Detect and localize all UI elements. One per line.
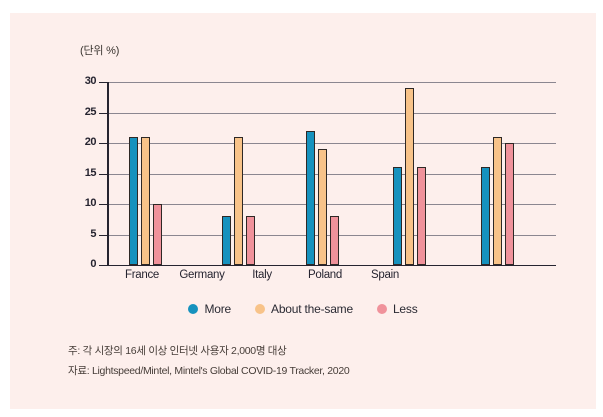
y-tick-label-15: 15 <box>84 166 97 179</box>
bar-less-spain <box>504 143 514 265</box>
category-label-germany: Germany <box>179 269 225 281</box>
legend-dot-less <box>376 304 387 314</box>
bar-about-the-same-italy <box>317 149 327 265</box>
y-tick-25 <box>99 112 107 114</box>
unit-label: (단위 %) <box>80 45 120 57</box>
gridline-10 <box>108 204 556 205</box>
bar-about-the-same-france <box>140 136 150 265</box>
footer-note: 주: 각 시장의 16세 이상 인터넷 사용자 2,000명 대상 <box>68 345 287 357</box>
bar-more-italy <box>305 130 315 265</box>
legend-label-about-the-same: About the-same <box>271 302 353 316</box>
y-tick-label-5: 5 <box>90 227 96 240</box>
bar-more-france <box>128 136 138 265</box>
bar-less-poland <box>416 167 426 265</box>
legend-label-less: Less <box>392 302 418 316</box>
bar-less-italy <box>329 216 339 265</box>
y-axis-line <box>107 82 109 265</box>
y-tick-label-25: 25 <box>84 105 97 118</box>
category-label-italy: Italy <box>252 269 272 281</box>
legend-label-more: More <box>204 302 232 316</box>
gridline-30 <box>108 82 556 83</box>
legend-dot-about-the-same <box>255 304 266 314</box>
legend-dot-more <box>188 304 199 314</box>
gridline-15 <box>108 173 556 175</box>
bar-more-poland <box>392 167 402 265</box>
bar-about-the-same-germany <box>233 136 243 265</box>
y-tick-30 <box>99 82 107 83</box>
category-label-spain: Spain <box>371 269 399 281</box>
legend-item-less: Less <box>376 302 418 316</box>
y-tick-10 <box>99 204 107 205</box>
x-axis-line <box>107 264 556 266</box>
legend-item-about-the-same: About the-same <box>255 302 353 316</box>
bar-about-the-same-spain <box>492 136 502 265</box>
bar-less-france <box>152 204 162 265</box>
plot-area <box>108 82 556 265</box>
gridline-20 <box>108 143 556 144</box>
y-tick-20 <box>99 143 107 144</box>
y-tick-label-0: 0 <box>90 258 96 270</box>
bar-about-the-same-poland <box>404 88 414 265</box>
bar-more-germany <box>221 216 231 265</box>
y-tick-5 <box>99 234 107 236</box>
y-tick-label-10: 10 <box>84 197 97 209</box>
gridline-25 <box>108 112 556 114</box>
footer-source: 자료: Lightspeed/Mintel, Mintel's Global C… <box>68 365 350 377</box>
y-tick-15 <box>99 173 107 175</box>
bar-more-spain <box>480 167 490 265</box>
y-tick-label-20: 20 <box>84 136 97 148</box>
legend: More About the-same Less <box>10 302 596 316</box>
category-label-poland: Poland <box>307 269 342 281</box>
category-label-france: France <box>125 269 159 281</box>
y-tick-label-30: 30 <box>84 75 97 87</box>
y-tick-0 <box>99 265 107 266</box>
legend-item-more: More <box>188 302 231 316</box>
bar-less-germany <box>245 216 255 265</box>
